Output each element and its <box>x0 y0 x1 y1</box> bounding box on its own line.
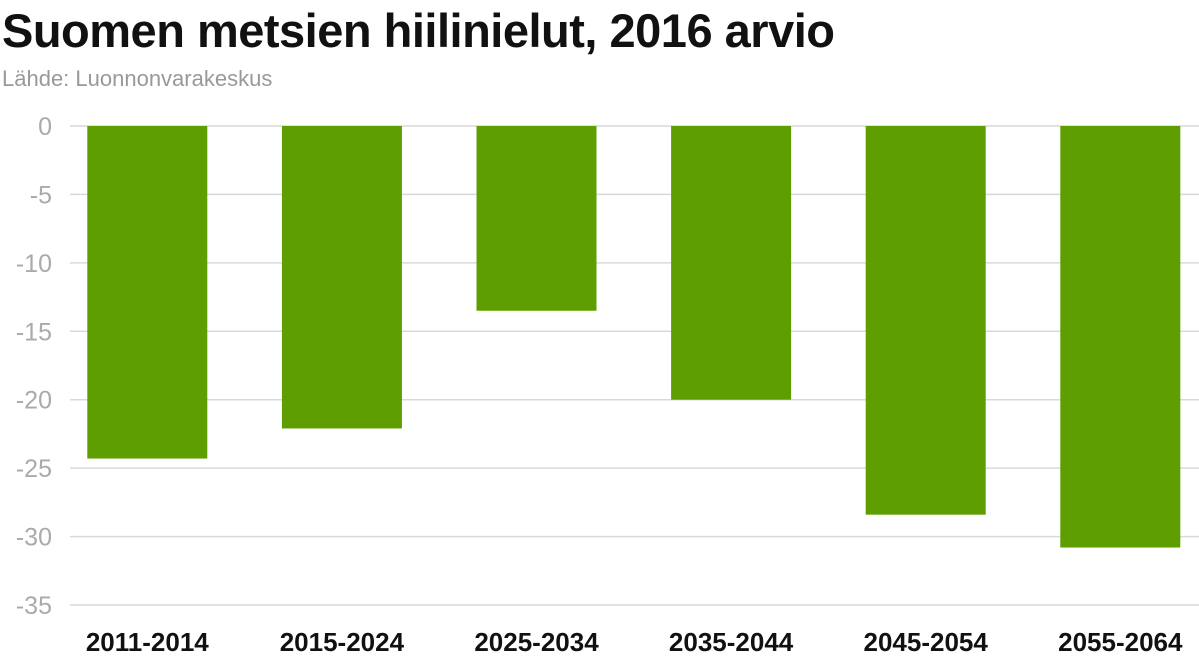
bar-2045-2054 <box>865 126 986 515</box>
chart-source: Lähde: Luonnonvarakeskus <box>2 66 273 91</box>
y-axis-ticks: 0 -5 -10 -15 -20 -25 -30 -35 <box>16 113 52 620</box>
chart-title: Suomen metsien hiilinielut, 2016 arvio <box>2 4 835 57</box>
y-tick-label: -35 <box>16 592 52 620</box>
y-tick-label: -15 <box>16 318 52 346</box>
bars <box>87 126 1181 548</box>
x-category-label: 2045-2054 <box>864 627 989 657</box>
y-tick-label: -5 <box>30 181 52 209</box>
x-category-label: 2035-2044 <box>669 627 794 657</box>
y-tick-label: -10 <box>16 250 52 278</box>
y-tick-label: -25 <box>16 455 52 483</box>
y-tick-label: -30 <box>16 524 52 552</box>
x-axis-categories: 2011-2014 2015-2024 2025-2034 2035-2044 2045… <box>86 627 1183 657</box>
bar-2015-2024 <box>281 126 402 429</box>
bar-2011-2014 <box>87 126 208 459</box>
x-category-label: 2055-2064 <box>1058 627 1183 657</box>
x-category-label: 2011-2014 <box>86 627 209 657</box>
y-tick-label: -20 <box>16 387 52 415</box>
y-tick-label: 0 <box>38 113 52 141</box>
x-category-label: 2015-2024 <box>280 627 405 657</box>
gridlines <box>70 125 1199 606</box>
bar-2025-2034 <box>476 126 597 311</box>
bar-2055-2064 <box>1060 126 1181 548</box>
bar-2035-2044 <box>671 126 792 400</box>
x-category-label: 2025-2034 <box>474 627 599 657</box>
